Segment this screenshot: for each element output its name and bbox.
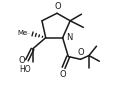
- Text: HO: HO: [19, 65, 31, 74]
- Text: ···: ···: [24, 31, 30, 36]
- Text: O: O: [54, 2, 60, 11]
- Text: O: O: [59, 70, 65, 79]
- Text: O: O: [77, 48, 84, 57]
- Text: Me: Me: [17, 30, 27, 36]
- Text: O: O: [18, 56, 25, 65]
- Text: N: N: [65, 33, 72, 42]
